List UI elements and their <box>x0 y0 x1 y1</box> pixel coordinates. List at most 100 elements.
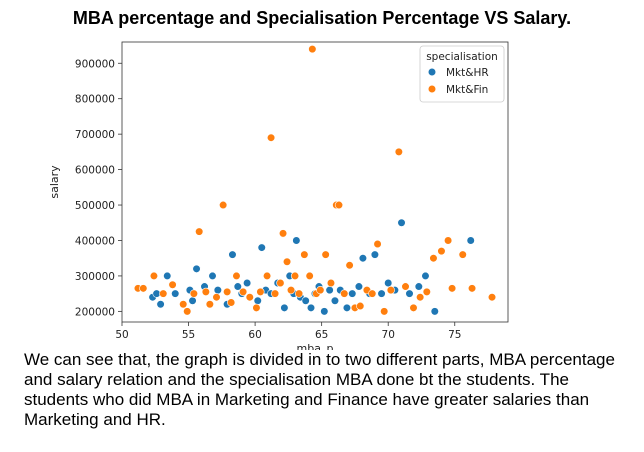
x-tick-label: 70 <box>382 329 395 341</box>
data-point-mkt-hr <box>188 296 197 305</box>
x-axis-label: mba_p <box>297 342 334 350</box>
data-point-mkt-fin <box>340 289 349 298</box>
y-tick-label: 400000 <box>75 235 115 247</box>
data-point-mkt-fin <box>416 293 425 302</box>
legend-marker <box>427 67 437 77</box>
data-point-mkt-fin <box>276 278 285 288</box>
scatter-chart: 200000 300000 400000 500000 600000 700000 8000… <box>48 41 509 350</box>
data-point-mkt-fin <box>195 227 204 236</box>
data-point-mkt-fin <box>409 303 418 312</box>
legend-entry-label: Mkt&HR <box>446 67 489 79</box>
legend-box <box>419 45 505 103</box>
y-tick-label: 900000 <box>75 58 115 70</box>
y-tick-label: 700000 <box>75 129 115 141</box>
data-point-mkt-fin <box>308 44 317 54</box>
data-point-mkt-hr <box>233 282 242 291</box>
data-point-mkt-fin <box>139 284 148 293</box>
data-point-mkt-fin <box>205 300 214 309</box>
y-tick-label: 200000 <box>75 306 115 318</box>
y-tick-label: 600000 <box>75 165 115 177</box>
data-point-mkt-hr <box>330 296 340 305</box>
legend-title: specialisation <box>426 51 498 63</box>
caption-text: We can see that, the graph is divided in… <box>24 350 615 429</box>
data-point-mkt-fin <box>345 261 354 270</box>
data-point-mkt-fin <box>159 289 168 298</box>
data-point-mkt-hr <box>156 300 165 309</box>
y-axis-ticks: 200000 300000 400000 500000 600000 700000 8000… <box>75 58 122 318</box>
data-point-mkt-hr <box>208 271 217 281</box>
data-point-mkt-fin <box>380 307 389 316</box>
data-point-mkt-fin <box>334 200 344 210</box>
data-point-mkt-fin <box>149 271 159 281</box>
data-point-mkt-hr <box>414 282 423 291</box>
data-point-mkt-fin <box>394 147 403 156</box>
data-point-mkt-fin <box>368 289 377 298</box>
x-axis-ticks: 50 55 60 65 70 75 <box>115 322 461 341</box>
data-point-mkt-fin <box>201 287 210 296</box>
data-point-mkt-fin <box>321 250 330 259</box>
data-point-mkt-fin <box>168 280 177 289</box>
data-point-mkt-hr <box>342 303 352 312</box>
data-point-mkt-fin <box>458 250 467 259</box>
data-point-mkt-hr <box>192 264 201 273</box>
data-point-mkt-fin <box>252 303 261 312</box>
x-tick-label: 60 <box>248 329 261 341</box>
data-point-mkt-hr <box>301 296 310 305</box>
data-point-mkt-fin <box>179 300 188 309</box>
data-point-mkt-fin <box>305 271 314 281</box>
data-point-mkt-hr <box>348 289 357 298</box>
legend: specialisation Mkt&HR Mkt&Fin <box>419 45 505 103</box>
data-point-mkt-fin <box>386 286 395 295</box>
x-tick-label: 55 <box>182 329 195 341</box>
data-point-mkt-fin <box>447 284 457 293</box>
data-point-mkt-fin <box>270 289 280 298</box>
data-point-mkt-hr <box>228 250 237 259</box>
data-point-mkt-hr <box>354 282 364 291</box>
x-tick-label: 65 <box>315 329 328 341</box>
data-point-mkt-hr <box>320 307 329 316</box>
y-tick-label: 800000 <box>75 94 115 106</box>
data-point-mkt-fin <box>422 287 431 296</box>
data-point-mkt-fin <box>245 293 254 302</box>
data-point-mkt-fin <box>300 250 309 259</box>
data-point-mkt-fin <box>467 284 477 293</box>
data-point-mkt-fin <box>212 293 221 302</box>
data-point-mkt-hr <box>421 271 430 281</box>
chart-title: MBA percentage and Specialisation Percen… <box>72 8 572 28</box>
data-point-mkt-fin <box>290 271 300 281</box>
data-point-mkt-hr <box>171 289 180 298</box>
data-point-mkt-hr <box>280 303 289 312</box>
data-point-mkt-fin <box>401 282 410 291</box>
data-point-mkt-fin <box>294 289 304 298</box>
data-point-mkt-hr <box>243 278 252 288</box>
data-point-mkt-hr <box>370 250 379 259</box>
y-tick-label: 300000 <box>75 271 115 283</box>
data-point-mkt-hr <box>405 289 414 298</box>
data-point-mkt-hr <box>213 286 222 295</box>
data-point-mkt-fin <box>356 301 365 311</box>
data-point-mkt-hr <box>292 236 301 245</box>
y-axis-label: salary <box>48 165 61 199</box>
data-point-mkt-fin <box>429 254 438 263</box>
data-point-mkt-hr <box>306 303 316 312</box>
data-point-mkt-fin <box>223 287 232 296</box>
data-point-mkt-fin <box>256 287 265 296</box>
data-point-mkt-hr <box>384 278 393 288</box>
data-point-mkt-fin <box>444 236 453 245</box>
data-point-mkt-fin <box>437 247 446 256</box>
data-point-mkt-fin <box>183 307 192 316</box>
data-point-mkt-hr <box>430 307 439 316</box>
data-point-mkt-fin <box>487 293 497 302</box>
data-point-mkt-fin <box>278 229 288 238</box>
data-point-mkt-fin <box>219 200 228 210</box>
data-point-mkt-hr <box>377 289 386 298</box>
data-points <box>133 44 497 316</box>
x-tick-label: 75 <box>448 329 461 341</box>
legend-marker <box>427 84 437 94</box>
data-point-mkt-hr <box>325 286 334 295</box>
data-point-mkt-fin <box>373 239 382 249</box>
data-point-mkt-fin <box>286 286 296 295</box>
data-point-mkt-fin <box>232 271 241 281</box>
legend-entry-label: Mkt&Fin <box>446 84 488 96</box>
data-point-mkt-hr <box>163 271 172 281</box>
